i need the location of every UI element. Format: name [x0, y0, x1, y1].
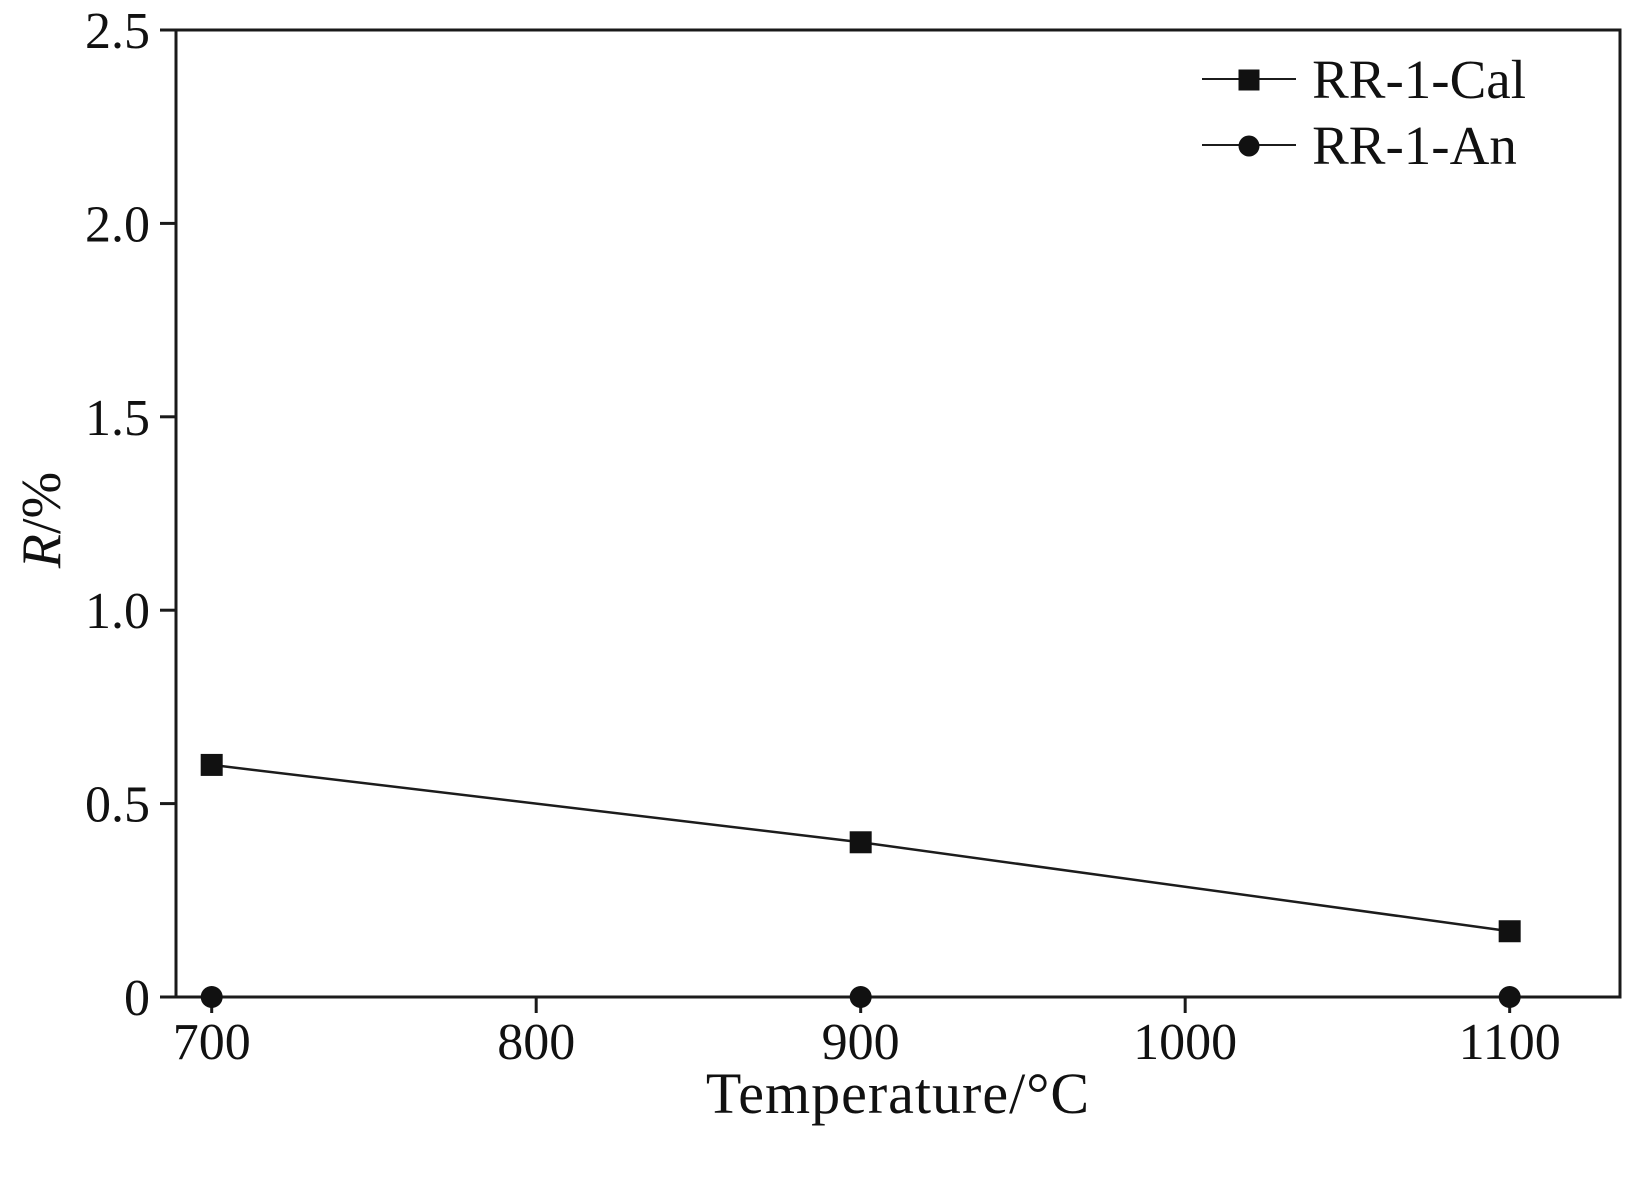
- y-axis-title-rest: /%: [11, 471, 73, 534]
- legend-label: RR-1-Cal: [1312, 48, 1526, 110]
- data-point-circle-RR-1-An: [200, 986, 223, 1008]
- legend-label: RR-1-An: [1312, 114, 1517, 176]
- data-point-circle-RR-1-An: [849, 986, 872, 1008]
- x-tick-label: 900: [822, 1014, 900, 1071]
- data-point-square-RR-1-Cal: [1498, 920, 1521, 943]
- y-tick-label: 0.5: [85, 777, 150, 834]
- legend-line-sample: [1202, 135, 1297, 157]
- legend: RR-1-Cal RR-1-An: [1202, 48, 1526, 176]
- x-tick-label: 1100: [1459, 1014, 1561, 1071]
- y-tick-label: 2.0: [85, 196, 150, 253]
- y-axis-title: R/%: [10, 420, 74, 620]
- x-axis-title-text: Temperature/°C: [705, 1061, 1091, 1126]
- y-tick-label: 2.5: [85, 3, 150, 60]
- x-axis-title: Temperature/°C: [176, 1060, 1620, 1127]
- legend-line-sample: [1202, 69, 1297, 91]
- legend-entry-rr-1-cal: RR-1-Cal: [1202, 48, 1526, 110]
- data-point-square-RR-1-Cal: [849, 831, 872, 854]
- y-tick-label: 1.0: [85, 583, 150, 640]
- square-marker-icon: [1238, 69, 1260, 91]
- y-tick-label: 0: [124, 970, 150, 1027]
- legend-entry-rr-1-an: RR-1-An: [1202, 114, 1526, 176]
- circle-marker-icon: [1238, 135, 1260, 157]
- x-tick-label: 800: [497, 1014, 575, 1071]
- x-tick-label: 1000: [1133, 1014, 1237, 1071]
- y-axis-title-italic: R: [11, 534, 73, 569]
- x-tick-label: 700: [173, 1014, 251, 1071]
- data-point-square-RR-1-Cal: [200, 753, 223, 776]
- data-point-circle-RR-1-An: [1498, 986, 1521, 1008]
- y-tick-label: 1.5: [85, 390, 150, 447]
